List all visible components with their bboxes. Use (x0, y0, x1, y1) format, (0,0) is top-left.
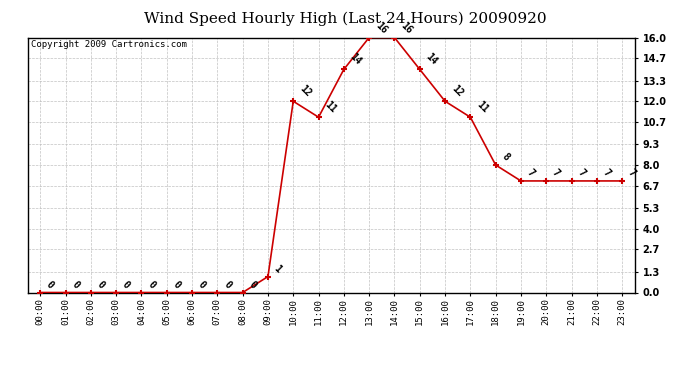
Text: 1: 1 (272, 263, 284, 274)
Text: 0: 0 (247, 279, 258, 290)
Text: 0: 0 (196, 279, 208, 290)
Text: 0: 0 (95, 279, 106, 290)
Text: 7: 7 (627, 168, 638, 179)
Text: 16: 16 (399, 20, 414, 35)
Text: 0: 0 (70, 279, 81, 290)
Text: 0: 0 (120, 279, 132, 290)
Text: 7: 7 (601, 168, 612, 179)
Text: 12: 12 (449, 84, 464, 99)
Text: 11: 11 (323, 100, 338, 115)
Text: 8: 8 (500, 152, 511, 163)
Text: 7: 7 (525, 168, 536, 179)
Text: 0: 0 (221, 279, 233, 290)
Text: 0: 0 (44, 279, 56, 290)
Text: 0: 0 (171, 279, 182, 290)
Text: 11: 11 (475, 100, 490, 115)
Text: 7: 7 (551, 168, 562, 179)
Text: 14: 14 (424, 52, 440, 67)
Text: 14: 14 (348, 52, 364, 67)
Text: 16: 16 (373, 20, 388, 35)
Text: Wind Speed Hourly High (Last 24 Hours) 20090920: Wind Speed Hourly High (Last 24 Hours) 2… (144, 11, 546, 26)
Text: 12: 12 (297, 84, 313, 99)
Text: 0: 0 (146, 279, 157, 290)
Text: 7: 7 (575, 168, 587, 179)
Text: Copyright 2009 Cartronics.com: Copyright 2009 Cartronics.com (30, 40, 186, 49)
